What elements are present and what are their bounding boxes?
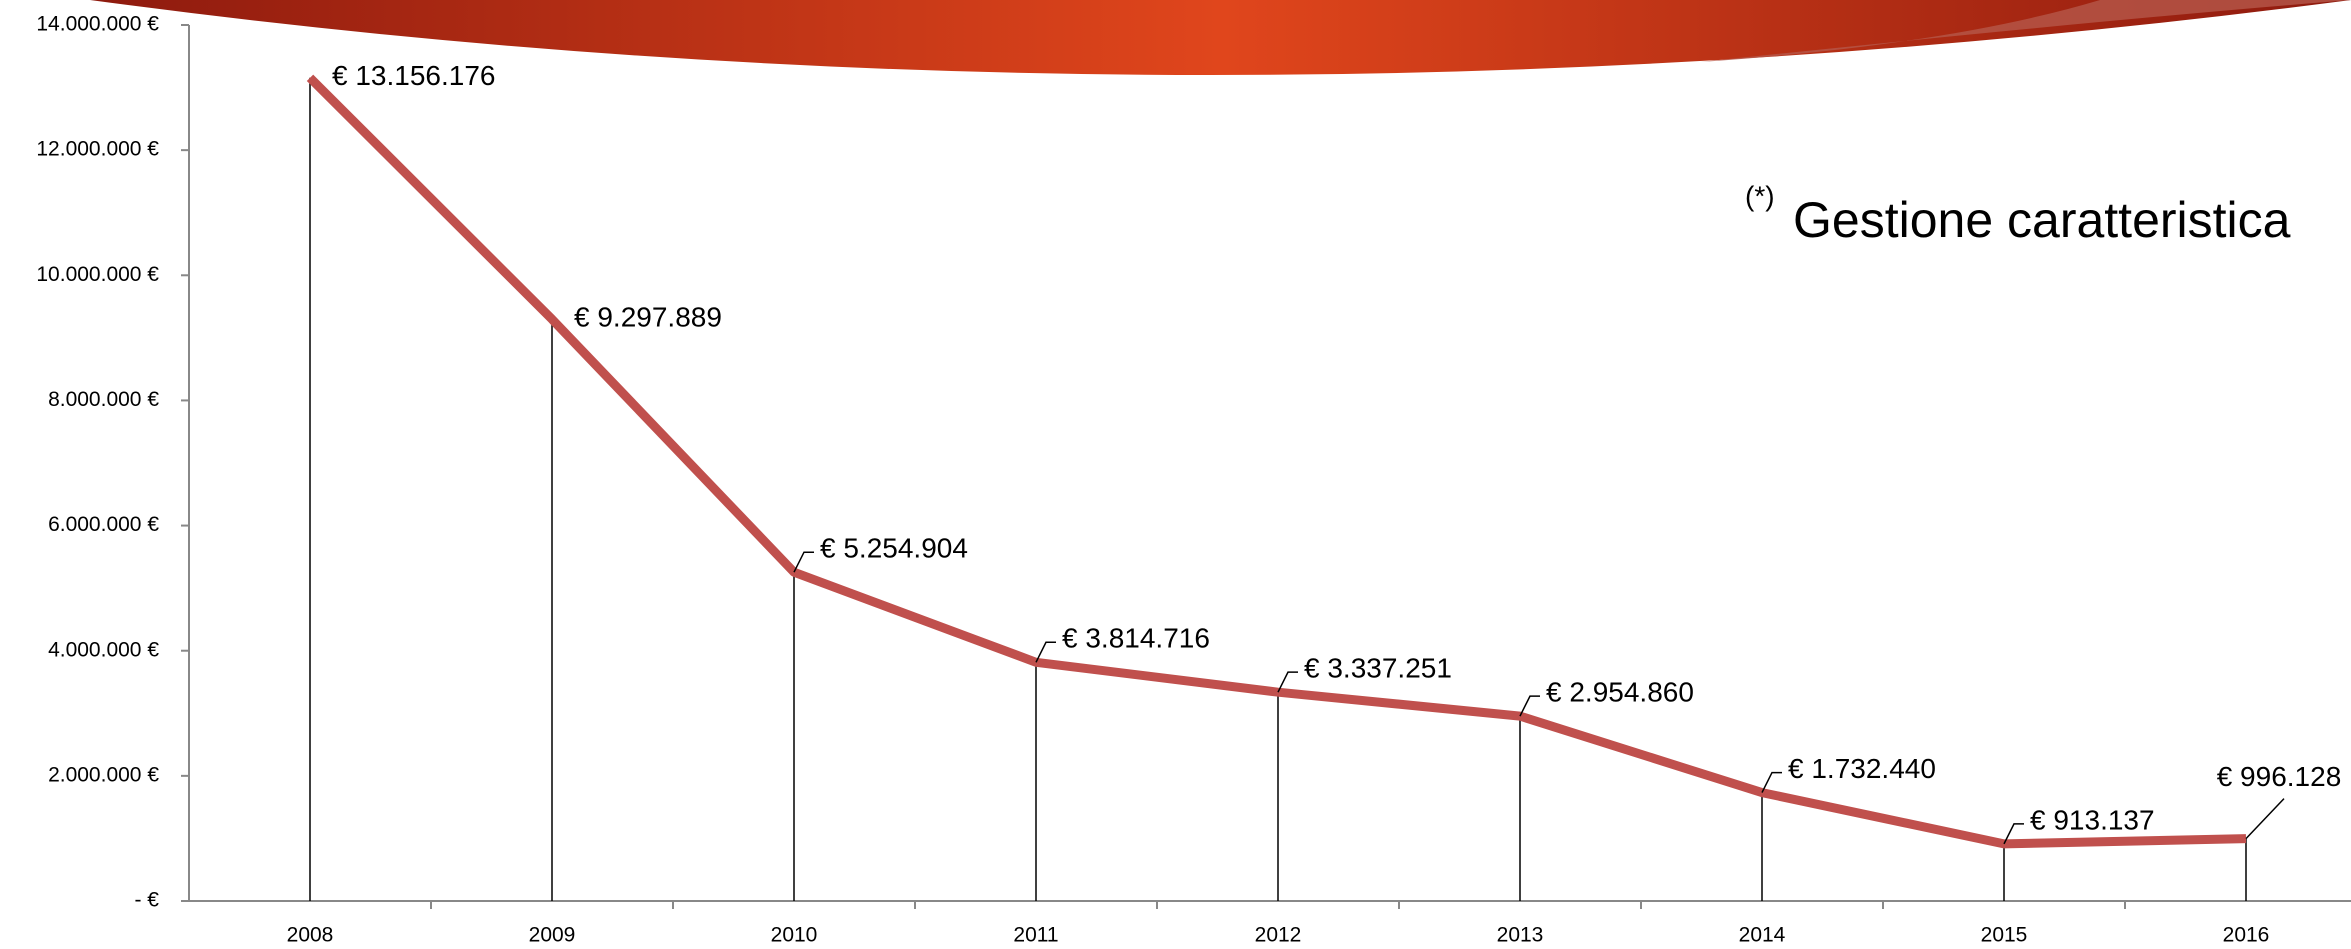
value-label: € 913.137 (2030, 804, 2155, 835)
value-label: € 9.297.889 (574, 302, 722, 333)
value-label: € 13.156.176 (332, 60, 496, 91)
x-tick-label: 2008 (287, 924, 334, 947)
value-label: € 3.814.716 (1062, 623, 1210, 654)
x-tick-label: 2013 (1497, 924, 1544, 947)
y-tick-label: 6.000.000 € (48, 513, 159, 536)
y-tick-label: - € (134, 889, 159, 912)
y-tick-label: 2.000.000 € (48, 763, 159, 786)
x-tick-label: 2014 (1739, 924, 1786, 947)
chart: (*) Gestione caratteristica - € 2.000.000… (0, 0, 2351, 949)
value-label: € 5.254.904 (820, 533, 968, 564)
x-tick-label: 2009 (529, 924, 576, 947)
leader-line (2246, 799, 2284, 839)
y-tick-label: 10.000.000 € (36, 263, 159, 286)
x-tick-label: 2015 (1981, 924, 2028, 947)
value-label: € 3.337.251 (1304, 653, 1452, 684)
x-tick-label: 2011 (1013, 924, 1058, 947)
annotation: Gestione caratteristica (1793, 192, 2291, 248)
x-tick-label: 2012 (1255, 924, 1302, 947)
x-tick-label: 2010 (771, 924, 818, 947)
y-tick-label: 4.000.000 € (48, 638, 159, 661)
y-tick-label: 12.000.000 € (36, 138, 159, 161)
x-tick-label: 2016 (2223, 924, 2270, 947)
value-label: € 996.128 (2217, 761, 2342, 792)
y-tick-label: 8.000.000 € (48, 388, 159, 411)
value-label: € 1.732.440 (1788, 753, 1936, 784)
value-label: € 2.954.860 (1546, 677, 1694, 708)
y-tick-label: 14.000.000 € (36, 13, 159, 36)
page: (*) Gestione caratteristica - € 2.000.000… (0, 0, 2351, 949)
annotation-marker: (*) (1745, 180, 1775, 211)
